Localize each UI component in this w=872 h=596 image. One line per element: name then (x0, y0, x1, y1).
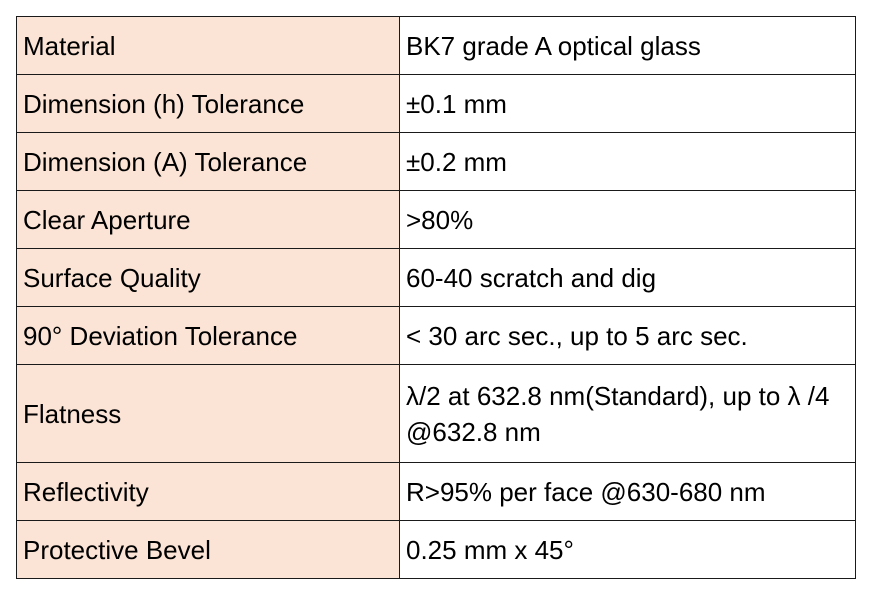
table-row: Material BK7 grade A optical glass (16, 16, 856, 75)
spec-value-surface-quality: 60-40 scratch and dig (399, 248, 856, 307)
spec-key-dimension-h-tolerance: Dimension (h) Tolerance (16, 74, 400, 133)
table-row: Reflectivity R>95% per face @630-680 nm (16, 462, 856, 521)
spec-value-dimension-h-tolerance: ±0.1 mm (399, 74, 856, 133)
spec-value-protective-bevel: 0.25 mm x 45° (399, 520, 856, 579)
spec-key-flatness: Flatness (16, 364, 400, 463)
table-row: Clear Aperture >80% (16, 190, 856, 249)
table-row: Flatness λ/2 at 632.8 nm(Standard), up t… (16, 364, 856, 463)
table-row: 90° Deviation Tolerance < 30 arc sec., u… (16, 306, 856, 365)
spec-value-material: BK7 grade A optical glass (399, 16, 856, 75)
spec-key-dimension-a-tolerance: Dimension (A) Tolerance (16, 132, 400, 191)
spec-key-surface-quality: Surface Quality (16, 248, 400, 307)
spec-value-dimension-a-tolerance: ±0.2 mm (399, 132, 856, 191)
spec-key-protective-bevel: Protective Bevel (16, 520, 400, 579)
spec-key-reflectivity: Reflectivity (16, 462, 400, 521)
spec-value-reflectivity: R>95% per face @630-680 nm (399, 462, 856, 521)
table-row: Surface Quality 60-40 scratch and dig (16, 248, 856, 307)
table-row: Protective Bevel 0.25 mm x 45° (16, 520, 856, 579)
spec-table: Material BK7 grade A optical glass Dimen… (16, 16, 856, 579)
table-row: Dimension (h) Tolerance ±0.1 mm (16, 74, 856, 133)
spec-key-material: Material (16, 16, 400, 75)
table-row: Dimension (A) Tolerance ±0.2 mm (16, 132, 856, 191)
spec-key-clear-aperture: Clear Aperture (16, 190, 400, 249)
spec-value-flatness: λ/2 at 632.8 nm(Standard), up to λ /4 @6… (399, 364, 856, 463)
spec-key-deviation-tolerance: 90° Deviation Tolerance (16, 306, 400, 365)
spec-value-deviation-tolerance: < 30 arc sec., up to 5 arc sec. (399, 306, 856, 365)
spec-value-clear-aperture: >80% (399, 190, 856, 249)
